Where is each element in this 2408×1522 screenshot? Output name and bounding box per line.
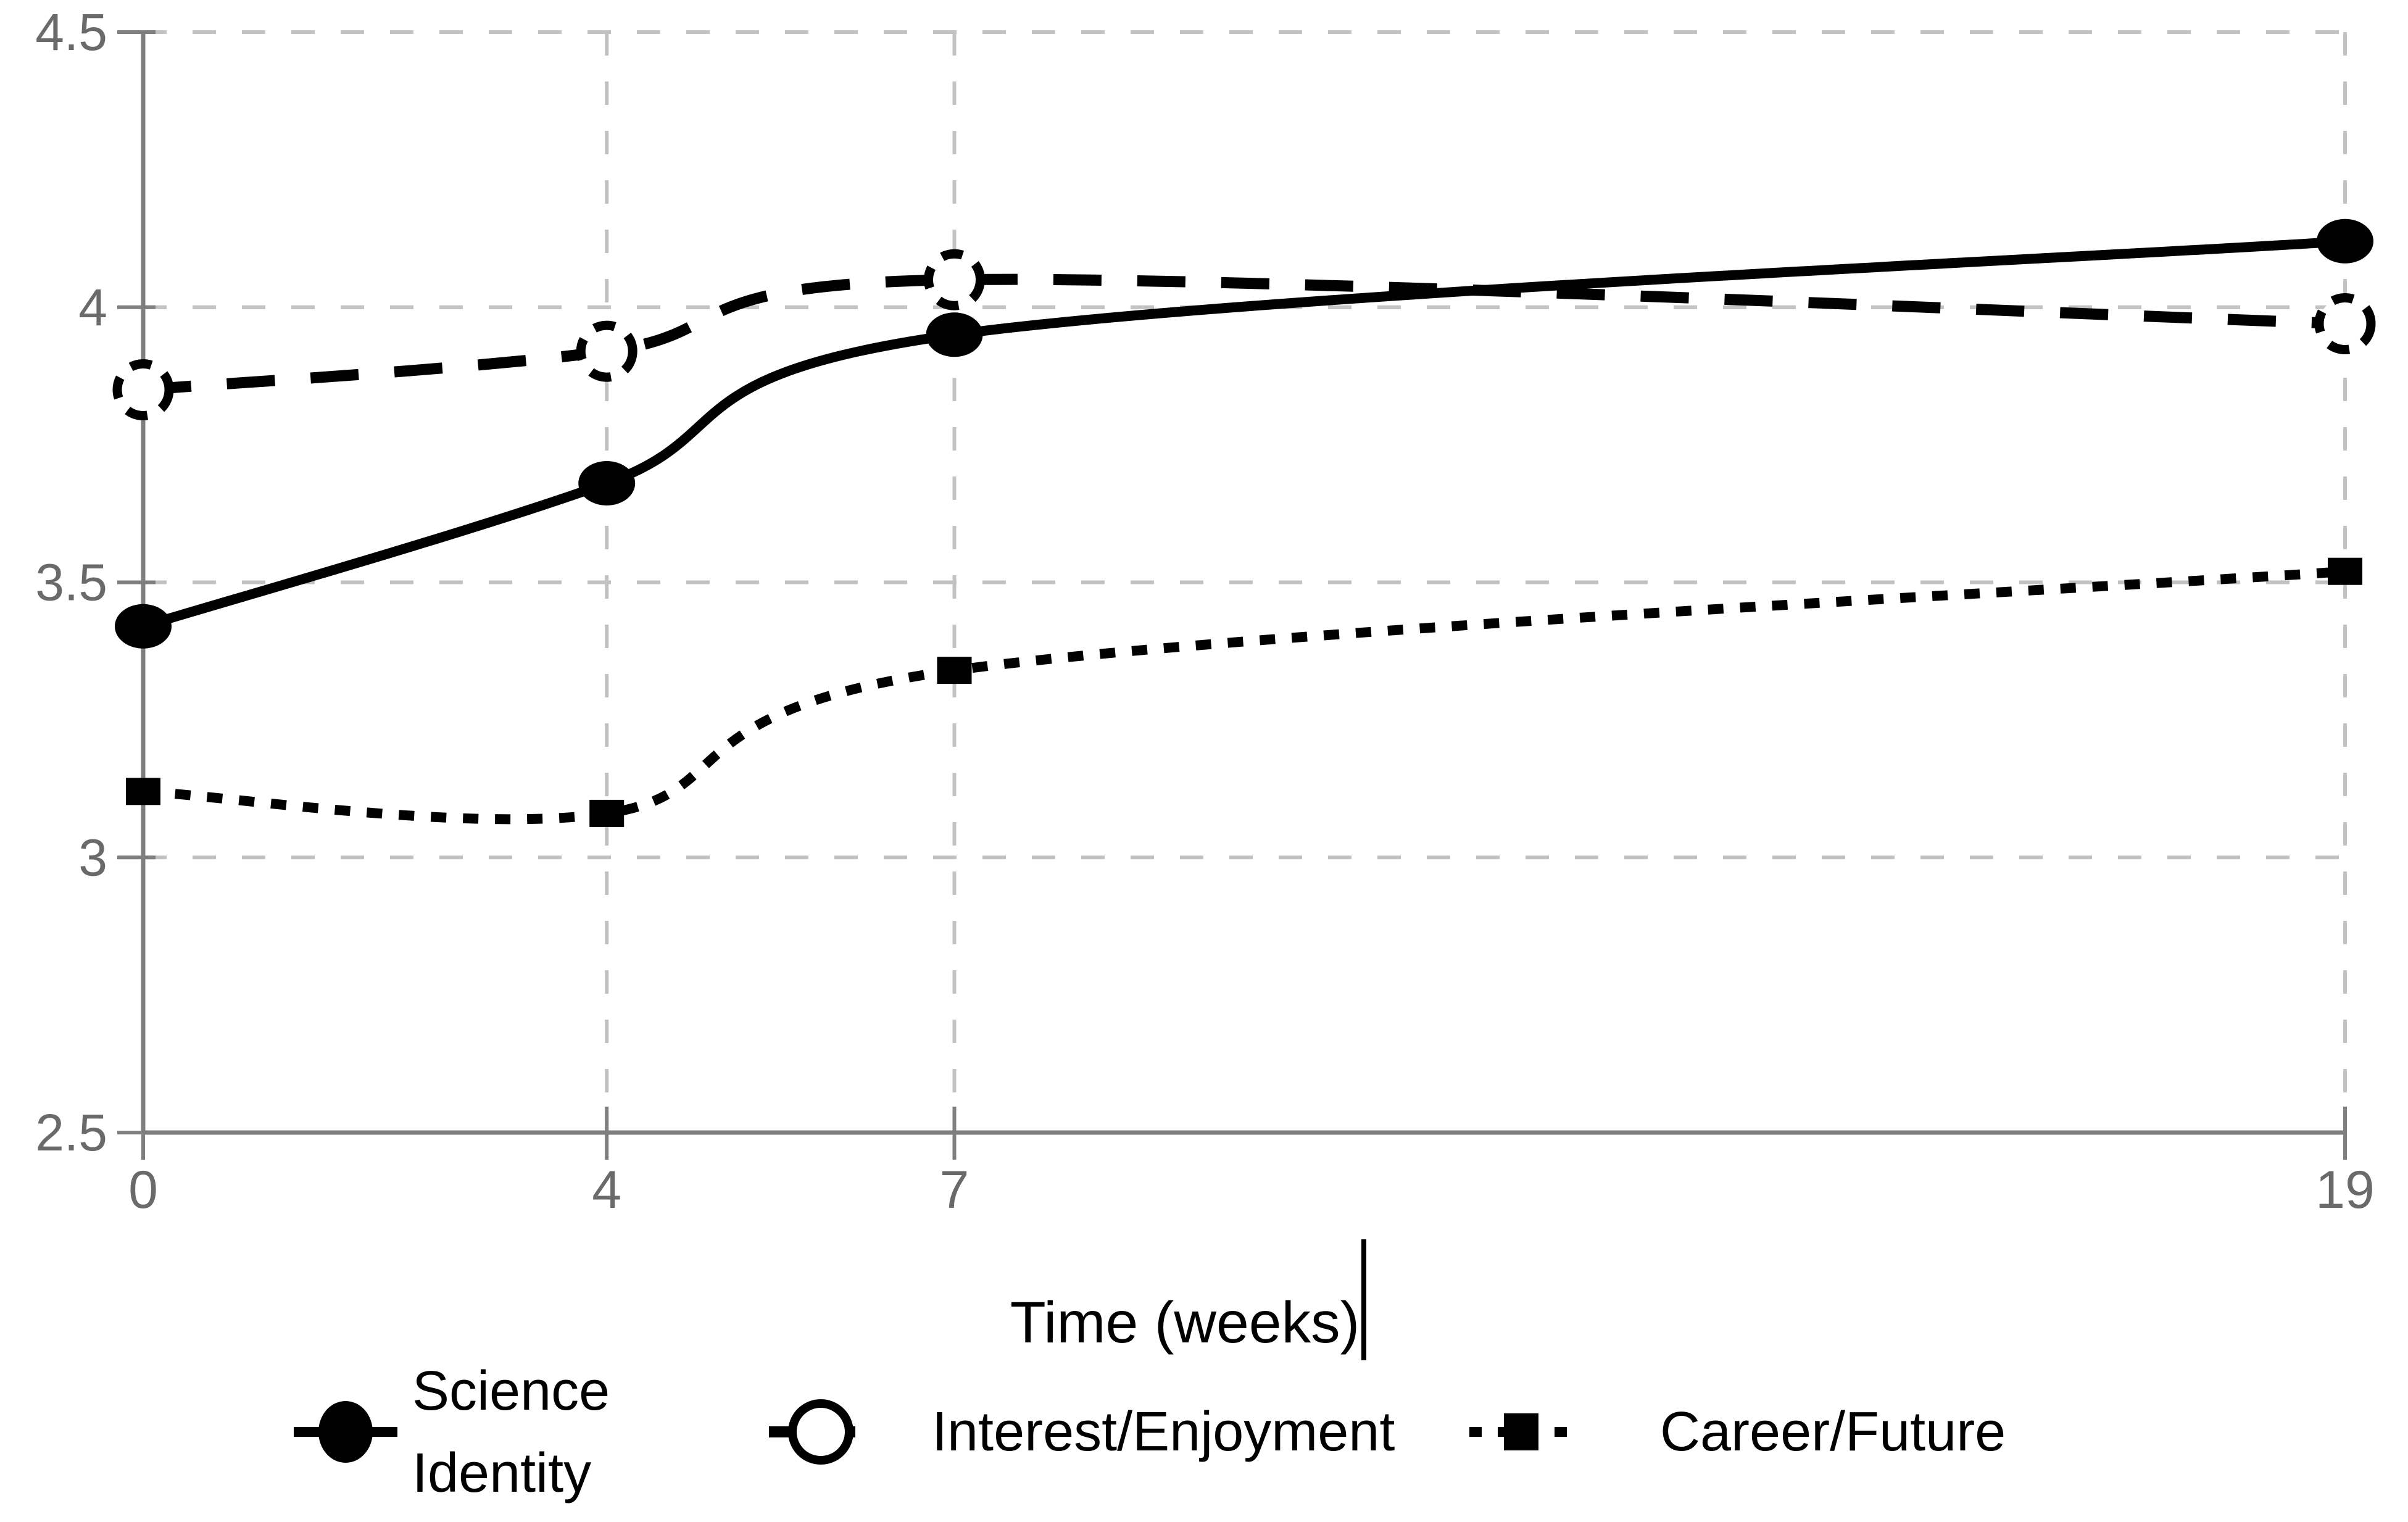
marker-filled-square-career-future [937,657,972,684]
legend-label-line: Science [412,1360,610,1422]
gridlines [143,30,2347,1133]
marker-filled-square-career-future [126,778,160,805]
series-lines [141,236,2346,825]
tick-labels: 4.5 4 3.5 3 2.5 0 4 7 19 [35,3,2375,1220]
legend-item-science-identity: Science Identity [294,1360,610,1504]
marker-open-circle-interest-enjoyment [924,249,985,310]
y-tick-label: 3 [78,828,107,886]
marker-open-circle-interest-enjoyment [112,359,174,420]
legend-item-career-future: Career/Future [1469,1401,2006,1463]
marker-filled-circle-science-identity [115,604,172,649]
y-tick-label: 3.5 [35,554,107,612]
axes [117,30,2347,1160]
legend-label-line: Identity [412,1442,591,1504]
y-tick-label: 2.5 [35,1104,107,1162]
legend-label: Science Identity [412,1360,610,1504]
marker-filled-square-career-future [589,799,625,827]
x-axis-title-text[interactable]: Time (weeks) [1010,1290,1360,1355]
legend-label-line: Career/Future [1660,1401,2006,1463]
marker-filled-circle-science-identity [578,461,636,505]
legend-filled-circle-icon [318,1401,373,1463]
series-line-science-identity [141,236,2346,631]
legend-label: Interest/Enjoyment [932,1401,1395,1463]
y-tick-label: 4.5 [35,3,107,61]
x-axis-title-label[interactable]: Time (weeks) [1010,1290,1360,1355]
marker-open-circle-interest-enjoyment [576,320,637,382]
series-line-interest-enjoyment [143,273,2346,396]
legend-item-interest-enjoyment: Interest/Enjoyment [769,1399,1395,1465]
x-axis-title[interactable]: Time (weeks) [1010,1239,1366,1360]
x-tick-label: 7 [940,1160,969,1220]
y-tick-label: 4 [78,278,107,336]
marker-filled-circle-science-identity [2317,218,2373,264]
x-tick-label: 0 [128,1160,158,1220]
marker-filled-square-career-future [2328,557,2362,585]
x-tick-label: 19 [2315,1160,2375,1220]
legend-filled-square-icon [1504,1413,1538,1450]
text-cursor [1361,1239,1366,1360]
series-markers [112,218,2376,827]
series-line-career-future [143,566,2346,825]
legend-label-line: Interest/Enjoyment [932,1401,1395,1463]
marker-open-circle-interest-enjoyment [2314,293,2376,354]
x-tick-label: 4 [592,1160,621,1220]
legend: Science Identity Interest/Enjoyment Career/… [294,1360,2006,1504]
marker-filled-circle-science-identity [926,312,983,357]
legend-open-circle-icon [788,1399,853,1465]
legend-label: Career/Future [1660,1401,2006,1463]
